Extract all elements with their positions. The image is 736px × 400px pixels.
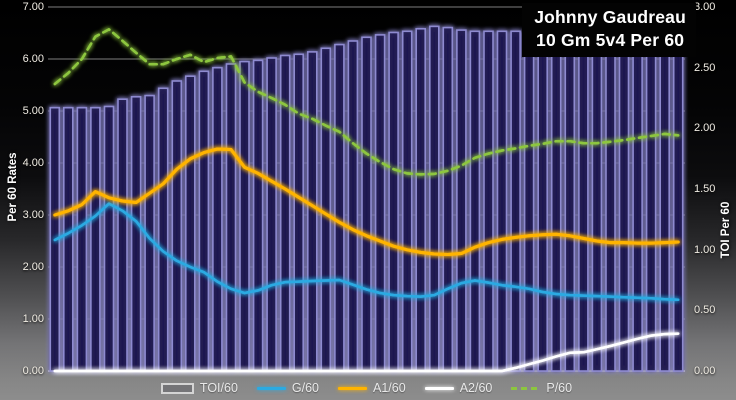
line-p-60 bbox=[53, 28, 680, 176]
bar-toi60 bbox=[130, 96, 142, 372]
legend-item-g-60: G/60 bbox=[256, 381, 320, 395]
legend-label: P/60 bbox=[546, 381, 573, 395]
legend-item-p-60: P/60 bbox=[511, 381, 572, 395]
y-axis-tick-left: 1.00 bbox=[22, 313, 44, 325]
y-axis-tick-right: 2.50 bbox=[694, 61, 716, 74]
legend-label: TOI/60 bbox=[199, 381, 238, 395]
legend-swatch bbox=[160, 382, 194, 394]
bar-toi60 bbox=[185, 75, 196, 372]
legend-swatch bbox=[424, 386, 454, 390]
bar-toi60 bbox=[483, 30, 494, 372]
chart-title-line2: 10 Gm 5v4 Per 60 bbox=[536, 30, 685, 51]
bar-toi60 bbox=[428, 25, 440, 372]
left-axis-title: Per 60 Rates bbox=[7, 152, 19, 222]
bar-toi60 bbox=[645, 51, 657, 372]
bar-toi60 bbox=[605, 49, 616, 372]
bar-toi60 bbox=[361, 36, 372, 372]
legend-label: A2/60 bbox=[459, 381, 493, 395]
bar-toi60 bbox=[171, 80, 183, 372]
bar-toi60 bbox=[320, 47, 332, 372]
bar-toi60 bbox=[578, 43, 589, 372]
legend-item-a1-60: A1/60 bbox=[338, 381, 406, 395]
line-a2-60 bbox=[53, 332, 680, 373]
legend-item-toi-60: TOI/60 bbox=[160, 381, 238, 395]
y-axis-tick-right: 0.50 bbox=[694, 304, 716, 317]
legend: TOI/60 G/60 A1/60 A2/60 P/60 bbox=[48, 378, 685, 398]
bar-toi60 bbox=[157, 87, 169, 372]
bar-toi60 bbox=[632, 52, 643, 372]
bar-toi60 bbox=[103, 105, 115, 372]
toi-bars bbox=[49, 25, 684, 372]
right-axis-title: TOI Per 60 bbox=[720, 201, 732, 259]
y-axis-tick-right: 2.00 bbox=[694, 122, 716, 135]
y-axis-tick-left: 5.00 bbox=[22, 105, 44, 117]
y-axis-tick-right: 1.00 bbox=[694, 243, 716, 256]
y-axis-tick-right: 3.00 bbox=[694, 1, 716, 13]
bar-toi60 bbox=[510, 30, 521, 372]
y-axis-tick-left: 3.00 bbox=[22, 209, 44, 221]
bar-toi60 bbox=[523, 31, 535, 372]
bar-toi60 bbox=[90, 106, 101, 372]
bar-toi60 bbox=[76, 106, 88, 372]
bar-toi60 bbox=[618, 52, 630, 372]
bar-toi60 bbox=[415, 27, 427, 372]
legend-item-a2-60: A2/60 bbox=[424, 381, 493, 395]
bar-toi60 bbox=[266, 57, 277, 372]
bar-toi60 bbox=[550, 37, 562, 372]
y-axis-tick-left: 0.00 bbox=[22, 365, 44, 377]
chart-title: Johnny Gaudreau 10 Gm 5v4 Per 60 bbox=[522, 3, 696, 58]
legend-label: G/60 bbox=[291, 381, 320, 395]
bar-toi60 bbox=[591, 47, 603, 372]
bar-toi60 bbox=[659, 49, 671, 372]
y-axis-tick-right: 1.50 bbox=[694, 183, 716, 195]
y-axis-tick-left: 4.00 bbox=[22, 157, 44, 169]
bar-toi60 bbox=[117, 98, 128, 372]
bar-toi60 bbox=[401, 30, 413, 372]
bar-toi60 bbox=[456, 29, 467, 372]
bar-toi60 bbox=[334, 43, 345, 372]
bar-toi60 bbox=[293, 53, 305, 372]
bar-toi60 bbox=[347, 40, 359, 372]
bar-toi60 bbox=[306, 51, 318, 372]
bar-toi60 bbox=[672, 48, 684, 372]
legend-swatch bbox=[511, 386, 541, 390]
bar-toi60 bbox=[198, 70, 210, 372]
chart-title-line1: Johnny Gaudreau bbox=[534, 7, 686, 27]
bar-toi60 bbox=[442, 26, 454, 372]
bar-toi60 bbox=[252, 59, 264, 372]
bar-toi60 bbox=[374, 34, 386, 372]
bar-toi60 bbox=[564, 41, 576, 372]
y-axis-tick-left: 6.00 bbox=[22, 53, 44, 65]
bar-toi60 bbox=[62, 106, 74, 372]
bar-toi60 bbox=[469, 30, 481, 372]
bar-toi60 bbox=[212, 66, 223, 372]
legend-swatch bbox=[256, 386, 286, 390]
y-axis-tick-left: 7.00 bbox=[22, 1, 44, 13]
y-axis-tick-right: 0.00 bbox=[694, 365, 716, 377]
legend-swatch bbox=[338, 386, 368, 390]
line-a1-60 bbox=[53, 147, 680, 256]
y-axis-tick-left: 2.00 bbox=[22, 261, 44, 273]
legend-label: A1/60 bbox=[373, 381, 406, 395]
bar-toi60 bbox=[239, 60, 250, 372]
bar-toi60 bbox=[388, 31, 399, 372]
bar-toi60 bbox=[496, 30, 508, 372]
line-g-60 bbox=[53, 202, 680, 302]
bar-toi60 bbox=[225, 63, 237, 372]
bar-toi60 bbox=[537, 34, 549, 372]
